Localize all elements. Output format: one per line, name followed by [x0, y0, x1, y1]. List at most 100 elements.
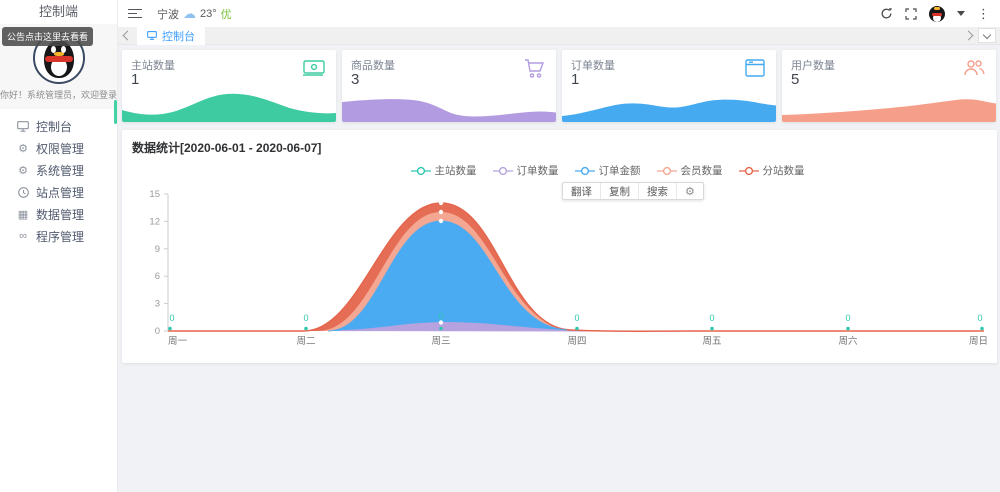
- app-title: 控制端: [0, 0, 117, 24]
- card-value: 1: [131, 71, 140, 88]
- card-value: 1: [571, 71, 580, 88]
- collapse-menu-icon[interactable]: [128, 6, 143, 21]
- svg-text:3: 3: [155, 299, 160, 310]
- svg-text:周一: 周一: [168, 336, 188, 347]
- stat-card-users[interactable]: 用户数量 5: [782, 50, 996, 122]
- tabs-scroll-right-icon[interactable]: [963, 30, 974, 41]
- svg-text:0: 0: [169, 313, 174, 323]
- svg-text:9: 9: [155, 244, 160, 255]
- legend-marker: [738, 166, 759, 175]
- svg-text:0: 0: [709, 313, 714, 323]
- temperature-label: 23°: [200, 7, 217, 20]
- zero-value-labels: 0 0 0 0 0 0 0: [169, 311, 982, 323]
- y-axis-ticks: [164, 193, 168, 332]
- svg-text:0: 0: [977, 313, 982, 323]
- x-axis-labels: 周一 周二 周三 周四 周五 周六 周日: [168, 335, 988, 347]
- stat-cards-row: 主站数量 1 商品数量 3 订单数量 1: [118, 50, 1000, 122]
- legend-item-substations[interactable]: 分站数量: [738, 163, 805, 178]
- link-icon: ∞: [19, 230, 27, 242]
- tabbar: 控制台: [118, 26, 1000, 45]
- sidebar-item-label: 系统管理: [36, 163, 85, 178]
- sidebar-item-label: 权限管理: [36, 141, 85, 156]
- series-area-order-amount: [328, 221, 797, 332]
- banknote-icon: [300, 58, 326, 83]
- card-value: 5: [791, 71, 800, 88]
- svg-text:0: 0: [438, 311, 443, 321]
- sidebar-item-console[interactable]: 控制台: [0, 115, 117, 137]
- window-icon: [744, 58, 766, 83]
- zero-markers: [168, 326, 984, 331]
- sidebar: 控制端 公告点击这里去看看 你好！系统管理员，欢迎登录 控制台 ⚙ 权限管理 ⚙…: [0, 0, 118, 492]
- legend-item-main-sites[interactable]: 主站数量: [410, 163, 477, 178]
- cart-icon: [524, 58, 546, 84]
- sidebar-menu: 控制台 ⚙ 权限管理 ⚙ 系统管理 站点管理 ▦ 数据管理 ∞ 程序管理: [0, 109, 117, 247]
- svg-text:周四: 周四: [567, 336, 586, 347]
- legend-item-order-amount[interactable]: 订单金额: [574, 163, 641, 178]
- tabs-scroll-left-icon[interactable]: [122, 30, 133, 41]
- svg-text:周二: 周二: [296, 336, 315, 347]
- greeting-text: 你好！系统管理员，欢迎登录: [0, 90, 118, 100]
- sidebar-item-programs[interactable]: ∞ 程序管理: [0, 225, 117, 247]
- card-sparkline: [562, 99, 776, 122]
- card-value: 3: [351, 71, 360, 88]
- area-chart[interactable]: 15 12 9 6 3 0 0 0: [122, 186, 997, 354]
- legend-item-orders[interactable]: 订单数量: [492, 163, 559, 178]
- monitor-icon: [147, 31, 157, 40]
- legend-marker: [574, 166, 595, 175]
- svg-text:0: 0: [845, 313, 850, 323]
- sidebar-item-label: 控制台: [36, 119, 73, 134]
- announcement-tooltip[interactable]: 公告点击这里去看看: [2, 27, 94, 46]
- air-quality-badge: 优: [220, 8, 232, 21]
- more-options-icon[interactable]: ⋮: [977, 5, 990, 21]
- card-title: 用户数量: [791, 60, 835, 72]
- selection-toolbar: 翻译 复制 搜索 ⚙: [562, 182, 704, 200]
- monitor-icon: [16, 120, 30, 132]
- chart-title: 数据统计[2020-06-01 - 2020-06-07]: [132, 141, 322, 155]
- gear-icon[interactable]: ⚙: [685, 185, 695, 198]
- fullscreen-icon[interactable]: [905, 7, 917, 20]
- svg-text:周五: 周五: [702, 336, 721, 347]
- sidebar-item-sites[interactable]: 站点管理: [0, 181, 117, 203]
- sidebar-item-data[interactable]: ▦ 数据管理: [0, 203, 117, 225]
- chart-legend: 主站数量 订单数量 订单金额 会员数量 分站数量: [170, 163, 1000, 178]
- stat-card-orders[interactable]: 订单数量 1: [562, 50, 776, 122]
- svg-text:12: 12: [149, 216, 160, 227]
- cloud-icon: ☁: [183, 5, 196, 21]
- stat-card-main-sites[interactable]: 主站数量 1: [122, 50, 336, 122]
- card-title: 主站数量: [131, 60, 175, 72]
- sidebar-item-label: 站点管理: [36, 185, 85, 200]
- sidebar-item-permissions[interactable]: ⚙ 权限管理: [0, 137, 117, 159]
- card-sparkline: [342, 99, 556, 122]
- tab-label: 控制台: [162, 30, 195, 43]
- sidebar-item-label: 数据管理: [36, 207, 85, 222]
- chart-card: 数据统计[2020-06-01 - 2020-06-07] 主站数量 订单数量 …: [122, 130, 997, 363]
- translate-button[interactable]: 翻译: [563, 183, 601, 199]
- stat-card-products[interactable]: 商品数量 3: [342, 50, 556, 122]
- tab-console[interactable]: 控制台: [137, 26, 205, 45]
- svg-text:0: 0: [155, 326, 160, 337]
- sidebar-item-label: 程序管理: [36, 229, 85, 244]
- tabs-dropdown-button[interactable]: [978, 28, 996, 43]
- chevron-down-icon[interactable]: [957, 11, 965, 16]
- chevron-down-icon: [982, 30, 992, 39]
- sidebar-item-system[interactable]: ⚙ 系统管理: [0, 159, 117, 181]
- svg-text:周日: 周日: [969, 336, 988, 347]
- card-title: 订单数量: [571, 60, 615, 72]
- legend-marker: [656, 166, 677, 175]
- card-sparkline: [782, 99, 996, 122]
- topbar-actions: ⋮: [880, 5, 990, 22]
- legend-item-members[interactable]: 会员数量: [656, 163, 723, 178]
- user-avatar[interactable]: [929, 5, 945, 22]
- search-button[interactable]: 搜索: [639, 183, 677, 199]
- card-title: 商品数量: [351, 60, 395, 72]
- sidebar-scrollbar-thumb[interactable]: [114, 100, 117, 124]
- grid-icon: ▦: [17, 208, 29, 221]
- city-label: 宁波: [157, 8, 179, 21]
- weather-widget: 宁波 ☁ 23° 优: [157, 6, 232, 22]
- profile-section: 公告点击这里去看看 你好！系统管理员，欢迎登录: [0, 24, 117, 109]
- gear-icon: ⚙: [18, 142, 28, 155]
- copy-button[interactable]: 复制: [601, 183, 639, 199]
- refresh-icon[interactable]: [880, 7, 893, 20]
- clock-icon: [16, 186, 30, 198]
- gear-icon: ⚙: [18, 164, 28, 177]
